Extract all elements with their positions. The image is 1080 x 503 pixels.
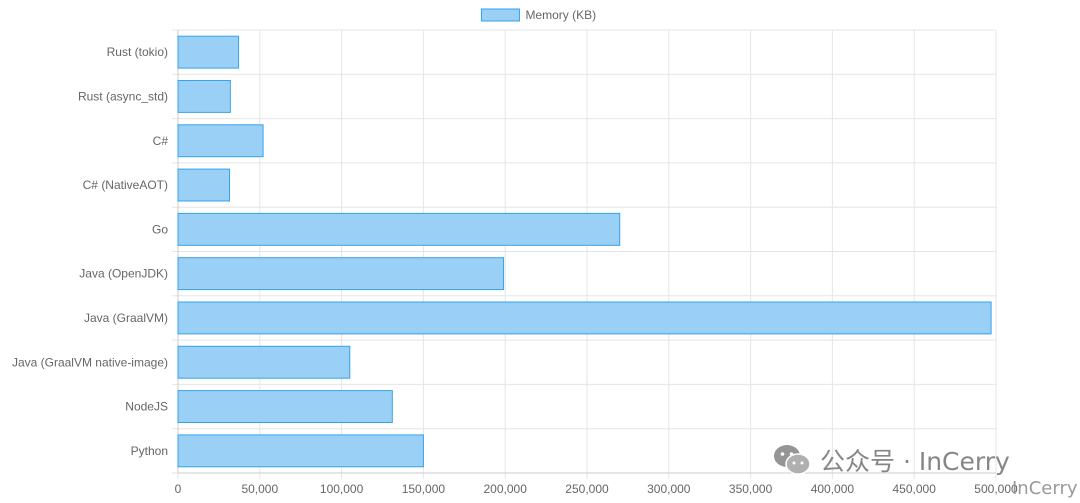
y-tick-label: C#: [153, 134, 169, 148]
legend-swatch: [480, 8, 520, 22]
y-tick-label: C# (NativeAOT): [83, 178, 168, 192]
x-tick-label: 500,000: [974, 482, 1018, 496]
x-tick-label: 50,000: [241, 482, 278, 496]
watermark-text: 公众号 · InCerry: [820, 447, 1010, 476]
x-tick-label: 100,000: [320, 482, 364, 496]
y-tick-label: Python: [131, 444, 168, 458]
legend[interactable]: Memory (KB): [480, 8, 596, 22]
y-tick-label: Rust (async_std): [78, 89, 168, 103]
x-tick-label: 250,000: [565, 482, 609, 496]
wechat-icon: [774, 445, 811, 475]
x-tick-label: 200,000: [484, 482, 528, 496]
y-tick-label: NodeJS: [125, 400, 168, 414]
bar-java-graalvm-native-image[interactable]: [177, 345, 351, 379]
x-axis-labels: 0 50,000 100,000 150,000 200,000 250,000 300,0…: [175, 482, 1018, 496]
watermark: 公众号 · InCerry: [772, 442, 1010, 478]
bar-c-nativeaot[interactable]: [177, 168, 231, 202]
bar-c[interactable]: [177, 124, 264, 158]
y-tick-label: Go: [152, 222, 168, 236]
bar-nodejs[interactable]: [177, 390, 393, 423]
x-tick-label: 450,000: [893, 482, 937, 496]
y-axis-labels: Rust (tokio) Rust (async_std) C# C# (Native…: [12, 45, 168, 458]
x-tick-label: 150,000: [402, 482, 446, 496]
x-tick-label: 350,000: [729, 482, 773, 496]
chart-bars: [177, 35, 992, 468]
x-tick-label: 400,000: [811, 482, 855, 496]
y-tick-label: Rust (tokio): [107, 45, 168, 59]
y-tick-label: Java (OpenJDK): [79, 267, 168, 281]
bar-java-graalvm[interactable]: [177, 301, 992, 335]
bar-rust-async-std[interactable]: [177, 80, 231, 113]
bar-rust-tokio[interactable]: [177, 35, 240, 69]
x-tick-label: 0: [175, 482, 182, 496]
x-tick-label: 300,000: [647, 482, 691, 496]
bar-go[interactable]: [177, 212, 621, 246]
y-tick-label: Java (GraalVM native-image): [12, 355, 168, 369]
legend-label: Memory (KB): [525, 8, 596, 22]
bar-python[interactable]: [177, 434, 424, 468]
watermark-secondary: InCerry: [1012, 478, 1078, 499]
bar-java-openjdk[interactable]: [177, 257, 505, 291]
y-tick-label: Java (GraalVM): [84, 311, 168, 325]
